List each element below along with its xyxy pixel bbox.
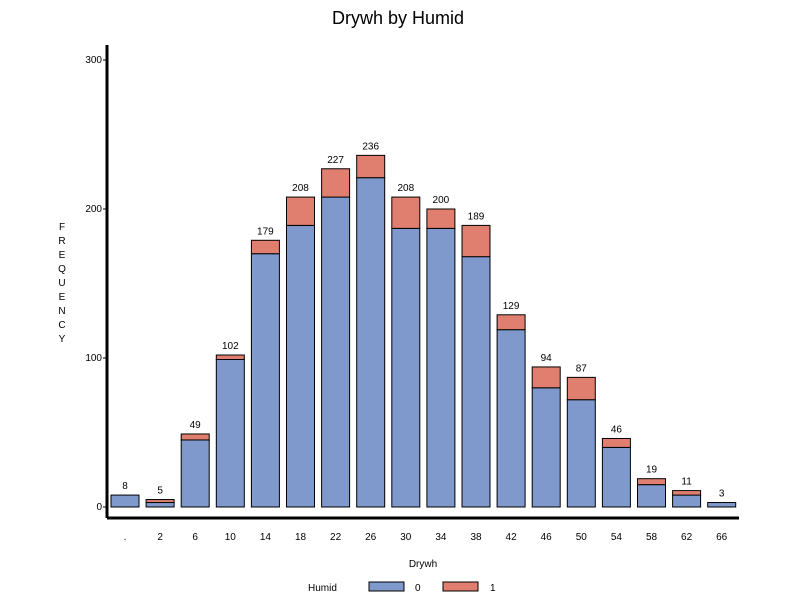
bar-segment-humid-0 [356, 177, 386, 508]
x-tick-label: 14 [260, 532, 272, 543]
bar-segment-humid-0 [672, 494, 702, 508]
bar-segment-humid-1 [496, 314, 526, 331]
x-tick-label: 38 [470, 532, 482, 543]
bar-total-label: 3 [719, 489, 725, 500]
bar-segment-humid-0 [461, 256, 491, 508]
x-tick-label: 34 [435, 532, 447, 543]
bar-segment-humid-1 [461, 224, 491, 258]
bar-segment-humid-1 [672, 490, 702, 496]
bar-segment-humid-1 [391, 196, 421, 229]
y-axis-label-letter: E [59, 292, 66, 303]
bar-segment-humid-0 [637, 484, 666, 508]
legend: Humid 0 1 [308, 581, 496, 594]
plot-area: 0 100 200 300 8. 5 2 49 6 102 10 179 14 208 18 227 22 236… [85, 45, 739, 543]
bar-segment-humid-0 [145, 502, 175, 508]
legend-swatch-humid-0 [368, 581, 405, 592]
x-tick-label: 46 [541, 532, 553, 543]
x-tick-label: 66 [716, 532, 728, 543]
legend-title: Humid [308, 583, 337, 594]
y-axis-label-letter: R [58, 236, 65, 247]
x-tick-label: 30 [400, 532, 412, 543]
bar-segment-humid-1 [356, 154, 386, 179]
bar-segment-humid-1 [637, 478, 666, 486]
bar-total-label: 236 [362, 141, 379, 152]
bar-segment-humid-1 [215, 354, 245, 360]
bar-segment-humid-1 [321, 168, 351, 198]
bar-total-label: 189 [468, 211, 485, 222]
y-axis-label-letter: C [58, 320, 65, 331]
y-axis-label-letter: E [59, 250, 66, 261]
bar-total-label: 46 [611, 424, 623, 435]
y-axis-label-letter: N [58, 306, 65, 317]
bar-segment-humid-0 [531, 387, 561, 508]
bar-segment-humid-1 [180, 433, 210, 441]
bar-segment-humid-0 [180, 439, 210, 508]
y-tick-label: 0 [96, 502, 102, 513]
bar-segment-humid-1 [286, 196, 315, 226]
x-tick-label: 22 [330, 532, 342, 543]
y-axis-label-letter: F [59, 222, 65, 233]
bar-total-label: 227 [327, 155, 344, 166]
bar-segment-humid-1 [601, 437, 631, 448]
bar-segment-humid-0 [321, 196, 351, 508]
bar-total-label: 87 [576, 363, 588, 374]
bar-segment-humid-0 [566, 399, 596, 508]
bar-segment-humid-0 [110, 494, 140, 508]
x-tick-label: 58 [646, 532, 658, 543]
bar-total-label: 11 [681, 477, 692, 488]
y-axis-label-letter: U [58, 278, 65, 289]
x-tick-label: 6 [192, 532, 198, 543]
legend-swatch-humid-1 [442, 581, 479, 592]
bar-segment-humid-1 [426, 208, 456, 229]
bar-total-label: 179 [257, 226, 274, 237]
x-tick-label: 54 [611, 532, 623, 543]
bar-segment-humid-0 [601, 446, 631, 508]
bar-segment-humid-1 [145, 499, 175, 504]
y-tick-label: 300 [85, 55, 102, 66]
bar-segment-humid-1 [531, 366, 561, 389]
legend-label: 1 [490, 583, 496, 594]
bar-total-label: 200 [433, 195, 450, 206]
bar-total-label: 208 [292, 183, 309, 194]
chart-title: Drywh by Humid [332, 8, 464, 28]
y-axis-label-letter: Y [59, 334, 66, 345]
x-tick-label: 26 [365, 532, 377, 543]
bar-total-label: 129 [503, 301, 520, 312]
bar-segment-humid-1 [566, 376, 596, 401]
y-axis-label-letter: Q [58, 264, 66, 275]
bar-segment-humid-0 [426, 227, 456, 508]
bar-total-label: 19 [646, 465, 658, 476]
bar-segment-humid-0 [707, 502, 737, 508]
x-tick-label: 2 [157, 532, 163, 543]
x-tick-label: . [124, 532, 127, 543]
legend-label: 0 [415, 583, 421, 594]
x-tick-label: 42 [506, 532, 518, 543]
bar-segment-humid-0 [250, 253, 280, 508]
y-tick-label: 100 [85, 353, 102, 364]
x-tick-label: 62 [681, 532, 693, 543]
bar-segment-humid-0 [215, 358, 245, 508]
bar-total-label: 94 [541, 353, 553, 364]
x-tick-label: 50 [576, 532, 588, 543]
bar-total-label: 5 [157, 486, 163, 497]
bar-segment-humid-0 [286, 224, 315, 508]
bar-total-label: 49 [190, 420, 202, 431]
bar-total-label: 208 [397, 183, 414, 194]
x-tick-label: 18 [295, 532, 307, 543]
bar-segment-humid-0 [391, 227, 421, 508]
x-axis-label: Drywh [409, 559, 437, 570]
x-tick-label: 10 [225, 532, 237, 543]
y-tick-label: 200 [85, 204, 102, 215]
bar-segment-humid-1 [250, 239, 280, 255]
bar-segment-humid-0 [496, 329, 526, 508]
bar-total-label: 8 [122, 481, 128, 492]
bar-total-label: 102 [222, 341, 239, 352]
